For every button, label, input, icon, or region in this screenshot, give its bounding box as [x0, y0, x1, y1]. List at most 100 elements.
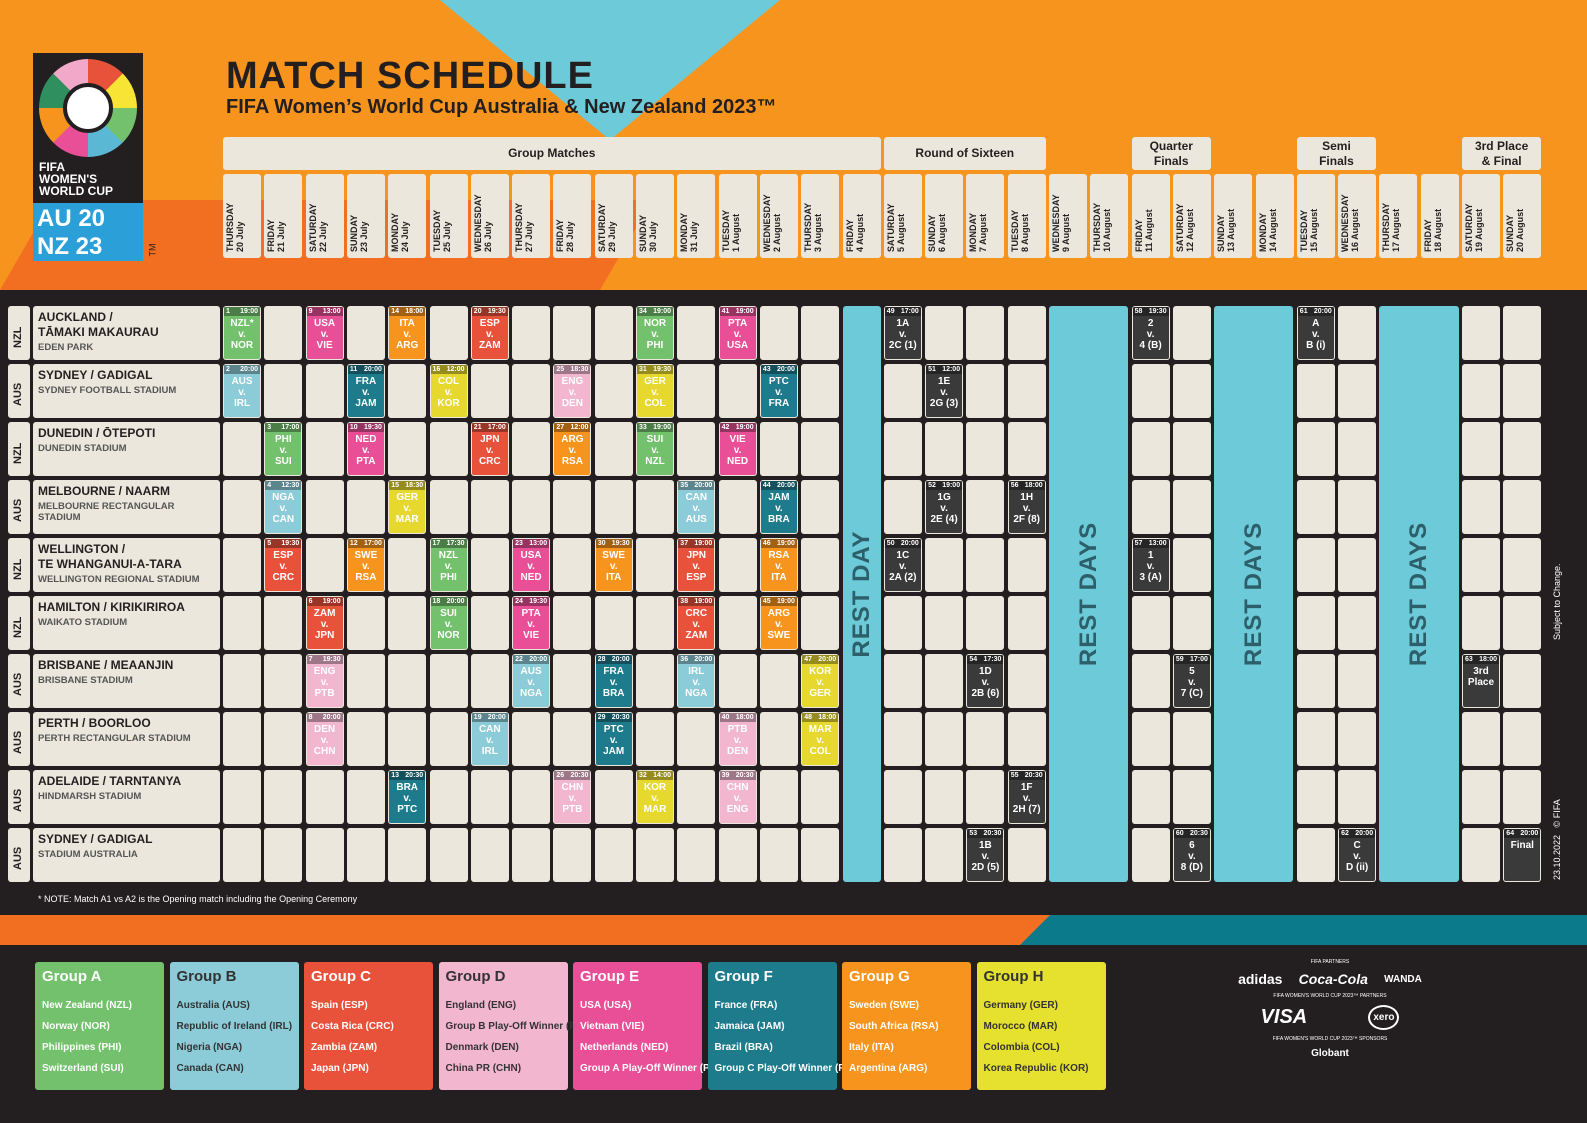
match-card[interactable]: 32 14:00 KOR v. MAR	[637, 771, 673, 823]
match-card[interactable]: 43 20:00 PTC v. FRA	[760, 365, 797, 417]
match-number: 59	[1175, 656, 1184, 663]
match-card[interactable]: 29 20:30 PTC v. JAM	[595, 713, 632, 765]
match-card[interactable]: 30 19:30 SWE v. ITA	[595, 539, 632, 591]
match-card[interactable]: 11 20:00 FRA v. JAM	[347, 365, 384, 417]
match-card[interactable]: 64 20:00 Final	[1504, 829, 1541, 881]
match-card[interactable]: 19 20:00 CAN v. IRL	[471, 713, 508, 765]
match-card[interactable]: 2 20:00 AUS v. IRL	[224, 365, 260, 417]
schedule-cell: 43 20:00 PTC v. FRA	[759, 364, 798, 418]
match-teams: SWE v. RSA	[354, 550, 378, 583]
match-card[interactable]: 35 20:00 CAN v. AUS	[678, 481, 715, 533]
group-name: Group D	[445, 968, 506, 985]
match-card[interactable]: 57 13:00 1 v. 3 (A)	[1132, 539, 1169, 591]
match-card[interactable]: 3 17:00 PHI v. SUI	[265, 423, 302, 475]
schedule-cell	[1503, 422, 1542, 476]
match-card[interactable]: 63 18:00 3rd Place	[1463, 655, 1499, 707]
match-card[interactable]: 36 20:00 IRL v. NGA	[678, 655, 715, 707]
match-card[interactable]: 23 13:00 USA v. NED	[513, 539, 550, 591]
match-card[interactable]: 20 19:30 ESP v. ZAM	[471, 307, 508, 359]
match-card[interactable]: 10 19:30 NED v. PTA	[347, 423, 384, 475]
match-card[interactable]: 1 19:00 NZL* v. NOR	[224, 307, 260, 359]
match-time: 17:00	[487, 424, 506, 431]
match-card[interactable]: 39 20:30 CHN v. ENG	[719, 771, 756, 823]
match-card[interactable]: 25 18:30 ENG v. DEN	[554, 365, 591, 417]
day-header: MONDAY 7 August	[966, 174, 1005, 258]
day-header: WEDNESDAY 26 July	[470, 174, 509, 258]
match-card[interactable]: 59 17:00 5 v. 7 (C)	[1173, 655, 1210, 707]
match-card[interactable]: 17 17:30 NZL v. PHI	[430, 539, 467, 591]
match-teams: PTA v. VIE	[521, 608, 541, 641]
match-teams: GER v. COL	[644, 376, 666, 409]
group-team: New Zealand (NZL)	[42, 1000, 133, 1011]
day-header: FRIDAY 21 July	[264, 174, 303, 258]
match-card[interactable]: 40 18:00 PTB v. DEN	[719, 713, 756, 765]
match-card[interactable]: 26 20:30 CHN v. PTB	[554, 771, 591, 823]
match-card[interactable]: 27 12:00 ARG v. RSA	[554, 423, 591, 475]
match-card[interactable]: 38 19:00 CRC v. ZAM	[678, 597, 715, 649]
match-card[interactable]: 14 18:00 ITA v. ARG	[389, 307, 426, 359]
day-header: SUNDAY 13 August	[1214, 174, 1253, 258]
match-card[interactable]: 37 19:00 JPN v. ESP	[678, 539, 715, 591]
schedule-cell	[925, 538, 964, 592]
match-card[interactable]: 58 19:30 2 v. 4 (B)	[1132, 307, 1169, 359]
match-card[interactable]: 48 18:00 MAR v. COL	[802, 713, 839, 765]
match-card[interactable]: 49 17:00 1A v. 2C (1)	[884, 307, 921, 359]
match-card[interactable]: 45 19:00 ARG v. SWE	[760, 597, 797, 649]
match-card[interactable]: 34 19:00 NOR v. PHI	[637, 307, 673, 359]
match-card[interactable]: 56 18:00 1H v. 2F (8)	[1008, 481, 1045, 533]
match-teams: MAR v. COL	[808, 724, 832, 757]
match-card[interactable]: 33 19:00 SUI v. NZL	[637, 423, 673, 475]
match-number: 62	[1341, 830, 1349, 837]
match-card[interactable]: 44 20:00 JAM v. BRA	[760, 481, 797, 533]
match-card[interactable]: 5 19:30 ESP v. CRC	[265, 539, 302, 591]
match-card[interactable]: 4 12:30 NGA v. CAN	[265, 481, 302, 533]
match-card[interactable]: 8 20:00 DEN v. CHN	[306, 713, 343, 765]
match-card[interactable]: 42 19:00 VIE v. NED	[719, 423, 756, 475]
match-card[interactable]: 22 20:00 AUS v. NGA	[513, 655, 550, 707]
venue-stadium: HINDMARSH STADIUM	[38, 791, 142, 802]
match-card[interactable]: 6 19:00 ZAM v. JPN	[306, 597, 343, 649]
match-header: 20 19:30	[471, 307, 508, 316]
match-card[interactable]: 28 20:00 FRA v. BRA	[595, 655, 632, 707]
match-card[interactable]: 18 20:00 SUI v. NOR	[430, 597, 467, 649]
match-card[interactable]: 53 20:30 1B v. 2D (5)	[967, 829, 1004, 881]
match-card[interactable]: 15 18:30 GER v. MAR	[389, 481, 426, 533]
match-card[interactable]: 13 20:30 BRA v. PTC	[389, 771, 426, 823]
match-card[interactable]: 9 13:00 USA v. VIE	[306, 307, 343, 359]
match-card[interactable]: 55 20:30 1F v. 2H (7)	[1008, 771, 1045, 823]
match-card[interactable]: 21 17:00 JPN v. CRC	[471, 423, 508, 475]
match-card[interactable]: 54 17:30 1D v. 2B (6)	[967, 655, 1004, 707]
day-label: SUNDAY 6 August	[927, 213, 948, 252]
group-card: Group F France (FRA) Jamaica (JAM) Brazil (…	[707, 962, 862, 1090]
schedule-cell	[388, 538, 427, 592]
match-card[interactable]: 51 12:00 1E v. 2G (3)	[926, 365, 963, 417]
match-card[interactable]: 61 20:00 A v. B (i)	[1297, 307, 1334, 359]
match-header: 52 19:00	[926, 481, 963, 490]
match-card[interactable]: 24 19:30 PTA v. VIE	[513, 597, 550, 649]
schedule-cell	[1462, 538, 1500, 592]
football-icon	[63, 83, 113, 133]
match-card[interactable]: 47 20:00 KOR v. GER	[802, 655, 839, 707]
match-header: 1 19:00	[224, 307, 260, 316]
match-header: 33 19:00	[637, 423, 673, 432]
schedule-cell	[801, 770, 840, 824]
match-card[interactable]: 12 17:00 SWE v. RSA	[347, 539, 384, 591]
match-card[interactable]: 46 19:00 RSA v. ITA	[760, 539, 797, 591]
venue-label: WELLINGTON / TE WHANGANUI-A-TARA WELLINGT…	[33, 538, 220, 592]
match-card[interactable]: 62 20:00 C v. D (ii)	[1339, 829, 1376, 881]
day-label: SUNDAY 20 August	[1505, 208, 1526, 252]
match-card[interactable]: 50 20:00 1C v. 2A (2)	[884, 539, 921, 591]
match-time: 19:30	[653, 366, 671, 373]
match-teams: A v. B (i)	[1306, 318, 1326, 351]
match-card[interactable]: 52 19:00 1G v. 2E (4)	[926, 481, 963, 533]
match-number: 52	[928, 482, 936, 489]
match-card[interactable]: 31 19:30 GER v. COL	[637, 365, 673, 417]
match-card[interactable]: 60 20:30 6 v. 8 (D)	[1173, 829, 1210, 881]
match-card[interactable]: 16 12:00 COL v. KOR	[430, 365, 467, 417]
match-card[interactable]: 41 19:00 PTA v. USA	[719, 307, 756, 359]
schedule-cell	[759, 422, 798, 476]
schedule-cell	[1503, 596, 1542, 650]
schedule-cell: 59 17:00 5 v. 7 (C)	[1172, 654, 1211, 708]
match-card[interactable]: 7 19:30 ENG v. PTB	[306, 655, 343, 707]
schedule-cell	[1338, 770, 1377, 824]
